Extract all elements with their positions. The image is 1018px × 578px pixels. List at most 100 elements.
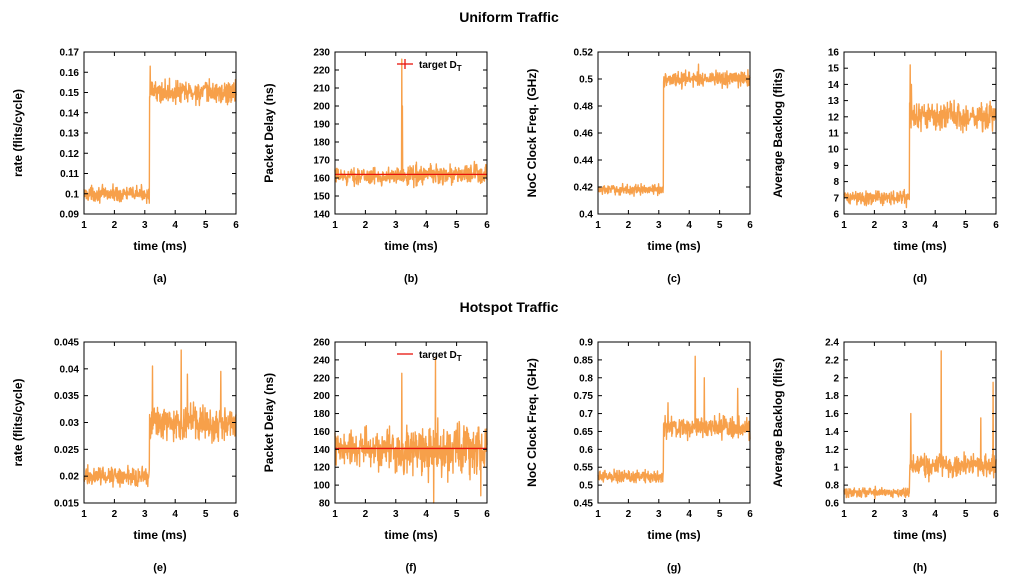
panel-caption: (e) <box>153 562 167 574</box>
x-tick-label: 4 <box>172 509 178 520</box>
x-tick-label: 4 <box>423 220 429 231</box>
x-tick-label: 5 <box>717 509 723 520</box>
legend-label: target DT <box>419 60 462 73</box>
y-tick-label: 0.8 <box>579 373 593 384</box>
y-tick-label: 0.44 <box>574 156 594 167</box>
x-tick-label: 4 <box>423 509 429 520</box>
plot-frame <box>843 51 997 215</box>
panel-caption: (f) <box>406 562 417 574</box>
x-tick-label: 2 <box>872 509 878 520</box>
plot-frame <box>334 341 488 504</box>
y-tick-label: 0.8 <box>825 481 839 492</box>
y-tick-label: 100 <box>313 481 330 492</box>
y-tick-label: 0.52 <box>574 48 594 59</box>
y-tick-label: 6 <box>833 210 839 221</box>
x-tick-label: 6 <box>747 220 753 231</box>
series-line <box>843 350 997 500</box>
x-tick-label: 5 <box>454 220 460 231</box>
x-tick-label: 3 <box>142 509 148 520</box>
y-tick-label: 0.16 <box>60 68 80 79</box>
series-line <box>597 63 751 197</box>
x-tick-label: 3 <box>142 220 148 231</box>
x-axis-label: time (ms) <box>893 239 946 253</box>
y-tick-label: 0.7 <box>579 409 593 420</box>
x-tick-label: 3 <box>656 220 662 231</box>
x-tick-label: 6 <box>993 509 999 520</box>
y-tick-label: 0.1 <box>65 189 79 200</box>
y-tick-label: 0.45 <box>574 499 594 510</box>
y-tick-label: 2.2 <box>825 355 839 366</box>
x-tick-label: 5 <box>203 509 209 520</box>
x-axis-label: time (ms) <box>647 528 700 542</box>
y-tick-label: 140 <box>313 445 330 456</box>
section-title-uniform: Uniform Traffic <box>459 9 559 25</box>
x-tick-label: 1 <box>595 220 601 231</box>
y-tick-label: 0.04 <box>60 364 80 375</box>
y-tick-label: 0.02 <box>60 472 80 483</box>
x-tick-label: 2 <box>626 220 632 231</box>
x-tick-label: 6 <box>747 509 753 520</box>
x-tick-label: 4 <box>686 509 692 520</box>
y-tick-label: 8 <box>833 177 839 188</box>
x-tick-label: 1 <box>595 509 601 520</box>
y-tick-label: 0.13 <box>60 129 80 140</box>
x-axis-label: time (ms) <box>133 239 186 253</box>
y-tick-label: 0.6 <box>579 445 593 456</box>
panel-caption: (c) <box>667 273 681 285</box>
x-tick-label: 2 <box>363 509 369 520</box>
x-axis-label: time (ms) <box>647 239 700 253</box>
y-tick-label: 80 <box>319 499 331 510</box>
y-tick-label: 120 <box>313 463 330 474</box>
chart-panel-c: 1 2 3 4 5 6 0.4 0.42 0.44 0.46 0.48 0.5 0.52 time (ms… <box>525 48 753 286</box>
section-title-hotspot: Hotspot Traffic <box>460 299 559 315</box>
y-tick-label: 160 <box>313 174 330 185</box>
y-tick-label: 15 <box>828 64 840 75</box>
y-tick-label: 0.75 <box>574 391 594 402</box>
y-tick-label: 230 <box>313 48 330 59</box>
chart-panel-a: 1 2 3 4 5 6 0.09 0.1 0.11 0.12 0.13 0.14 0.15 0.16 0.1… <box>11 48 239 286</box>
x-tick-label: 3 <box>656 509 662 520</box>
plot-frame <box>334 51 488 215</box>
y-tick-label: 0.65 <box>574 427 594 438</box>
x-tick-label: 3 <box>393 220 399 231</box>
y-axis-label: NoC Clock Freq. (GHz) <box>525 358 539 487</box>
y-axis-label: Packet Delay (ns) <box>262 373 276 472</box>
x-tick-label: 3 <box>393 509 399 520</box>
x-tick-label: 1 <box>841 509 847 520</box>
x-tick-label: 2 <box>872 220 878 231</box>
x-tick-label: 6 <box>484 220 490 231</box>
x-axis-label: time (ms) <box>384 239 437 253</box>
panel-caption: (b) <box>404 273 418 285</box>
panel-caption: (a) <box>153 273 167 285</box>
y-tick-label: 2.4 <box>825 338 839 349</box>
y-axis-label: rate (flits/cycle) <box>11 378 25 466</box>
x-tick-label: 5 <box>203 220 209 231</box>
y-tick-label: 260 <box>313 338 330 349</box>
y-tick-label: 0.4 <box>579 210 593 221</box>
y-tick-label: 9 <box>833 161 839 172</box>
plot-frame <box>83 51 237 215</box>
series-line <box>843 64 997 209</box>
x-tick-label: 4 <box>686 220 692 231</box>
series-line <box>83 65 237 205</box>
y-tick-label: 240 <box>313 355 330 366</box>
y-tick-label: 200 <box>313 391 330 402</box>
panel-caption: (d) <box>913 273 927 285</box>
y-tick-label: 1.4 <box>825 427 839 438</box>
x-tick-label: 2 <box>112 509 118 520</box>
y-tick-label: 13 <box>828 96 840 107</box>
y-tick-label: 11 <box>828 129 839 140</box>
series-line <box>83 349 237 488</box>
y-tick-label: 0.12 <box>60 149 80 160</box>
y-tick-label: 0.5 <box>579 75 593 86</box>
y-tick-label: 220 <box>313 373 330 384</box>
y-tick-label: 7 <box>833 193 839 204</box>
y-tick-label: 10 <box>828 145 840 156</box>
plot-frame <box>843 341 997 504</box>
y-tick-label: 2 <box>833 373 839 384</box>
chart-panel-b: target DT 1 2 3 4 5 6 140 150 160 170 180 190 200 210 2… <box>262 48 490 286</box>
chart-panel-h: 1 2 3 4 5 6 0.6 0.8 1 1.2 1.4 1.6 1.8 2 2.2 2.4 time (ms… <box>771 338 999 575</box>
x-tick-label: 2 <box>626 509 632 520</box>
y-tick-label: 1.2 <box>825 445 839 456</box>
